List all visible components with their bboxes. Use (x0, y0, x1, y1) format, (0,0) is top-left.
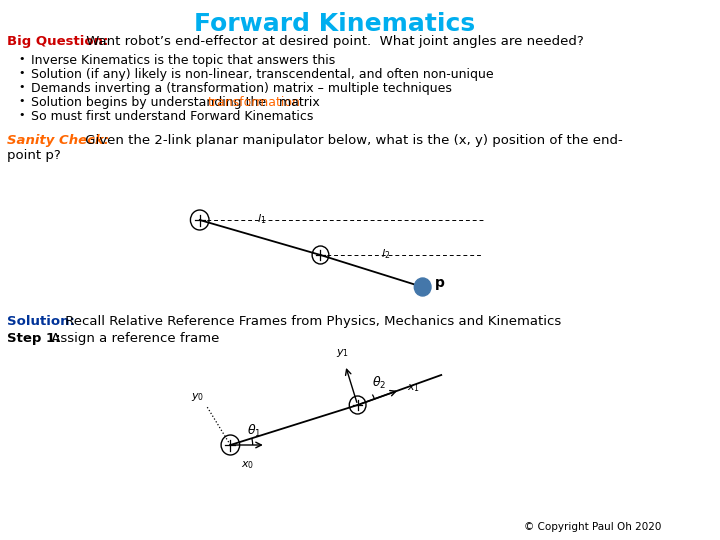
Text: Solution:: Solution: (7, 315, 76, 328)
Text: transformation: transformation (207, 96, 300, 109)
Text: •: • (19, 68, 25, 78)
Text: Forward Kinematics: Forward Kinematics (194, 12, 475, 36)
Text: $y_1$: $y_1$ (336, 347, 349, 359)
Text: $\theta_1$: $\theta_1$ (248, 423, 262, 439)
Text: $x_0$: $x_0$ (241, 459, 255, 471)
Text: Step 1:: Step 1: (7, 332, 61, 345)
Text: $l_2$: $l_2$ (381, 247, 390, 261)
Text: Demands inverting a (transformation) matrix – multiple techniques: Demands inverting a (transformation) mat… (31, 82, 451, 95)
Text: $y_0$: $y_0$ (192, 391, 204, 403)
Text: •: • (19, 54, 25, 64)
Text: Big Question:: Big Question: (7, 35, 109, 48)
Text: •: • (19, 96, 25, 106)
Text: Recall Relative Reference Frames from Physics, Mechanics and Kinematics: Recall Relative Reference Frames from Ph… (61, 315, 562, 328)
Text: $l_1$: $l_1$ (257, 212, 266, 226)
Text: •: • (19, 82, 25, 92)
Text: © Copyright Paul Oh 2020: © Copyright Paul Oh 2020 (524, 522, 662, 532)
Text: Want robot’s end-effector at desired point.  What joint angles are needed?: Want robot’s end-effector at desired poi… (82, 35, 583, 48)
Text: Sanity Check:: Sanity Check: (7, 134, 109, 147)
Text: $x_1$: $x_1$ (408, 382, 420, 394)
Text: matrix: matrix (274, 96, 320, 109)
Circle shape (414, 278, 431, 296)
Text: Solution (if any) likely is non-linear, transcendental, and often non-unique: Solution (if any) likely is non-linear, … (31, 68, 493, 81)
Text: Solution begins by understanding the: Solution begins by understanding the (31, 96, 270, 109)
Text: So must first understand Forward Kinematics: So must first understand Forward Kinemat… (31, 110, 313, 123)
Text: $\theta_2$: $\theta_2$ (372, 375, 387, 391)
Text: Assign a reference frame: Assign a reference frame (48, 332, 220, 345)
Text: Given the 2-link planar manipulator below, what is the (x, y) position of the en: Given the 2-link planar manipulator belo… (81, 134, 623, 147)
Text: Inverse Kinematics is the topic that answers this: Inverse Kinematics is the topic that ans… (31, 54, 335, 67)
Text: •: • (19, 110, 25, 120)
Text: p: p (435, 276, 445, 290)
Text: point p?: point p? (7, 149, 61, 162)
